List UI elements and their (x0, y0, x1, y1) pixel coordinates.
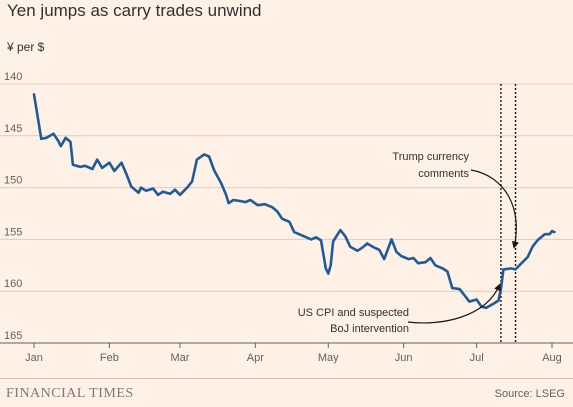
x-tick-label: Aug (542, 352, 562, 364)
y-grid (0, 83, 573, 344)
y-tick-label: 165 (4, 330, 22, 342)
x-tick-label: Jul (470, 352, 484, 364)
y-tick-label: 150 (4, 175, 22, 187)
annotation-text: BoJ intervention (330, 323, 409, 335)
annotation-text: US CPI and suspected (298, 307, 409, 319)
x-tick-label: May (318, 352, 339, 364)
annotations: Trump currency comments US CPI and suspect… (298, 151, 519, 335)
line-chart: 140 145 150 155 160 165 Jan Feb Mar Apr May Jun Jul… (0, 71, 573, 364)
annotation-text: comments (418, 168, 469, 180)
source-note: Source: LSEG (494, 388, 565, 400)
annotation-arrow (407, 283, 501, 324)
footer-divider (0, 378, 573, 379)
y-axis-unit-label: ¥ per $ (7, 40, 45, 54)
event-markers (500, 84, 517, 343)
annotation-text: Trump currency (392, 151, 469, 163)
y-tick-label: 145 (4, 123, 22, 135)
y-tick-label: 140 (4, 71, 22, 83)
x-tick-label: Jan (25, 352, 43, 364)
x-tick-labels: Jan Feb Mar Apr May Jun Jul Aug (25, 343, 562, 364)
x-tick-label: Apr (247, 352, 264, 364)
chart-title: Yen jumps as carry trades unwind (7, 1, 262, 20)
x-tick-label: Feb (100, 352, 119, 364)
ft-logo-text: FINANCIAL TIMES (6, 386, 134, 401)
x-tick-label: Mar (170, 352, 189, 364)
series-line (32, 93, 556, 310)
annotation-arrow (470, 169, 519, 249)
y-tick-labels: 140 145 150 155 160 165 (4, 71, 22, 342)
y-tick-label: 155 (4, 226, 22, 238)
x-tick-label: Jun (395, 352, 413, 364)
y-tick-label: 160 (4, 278, 22, 290)
